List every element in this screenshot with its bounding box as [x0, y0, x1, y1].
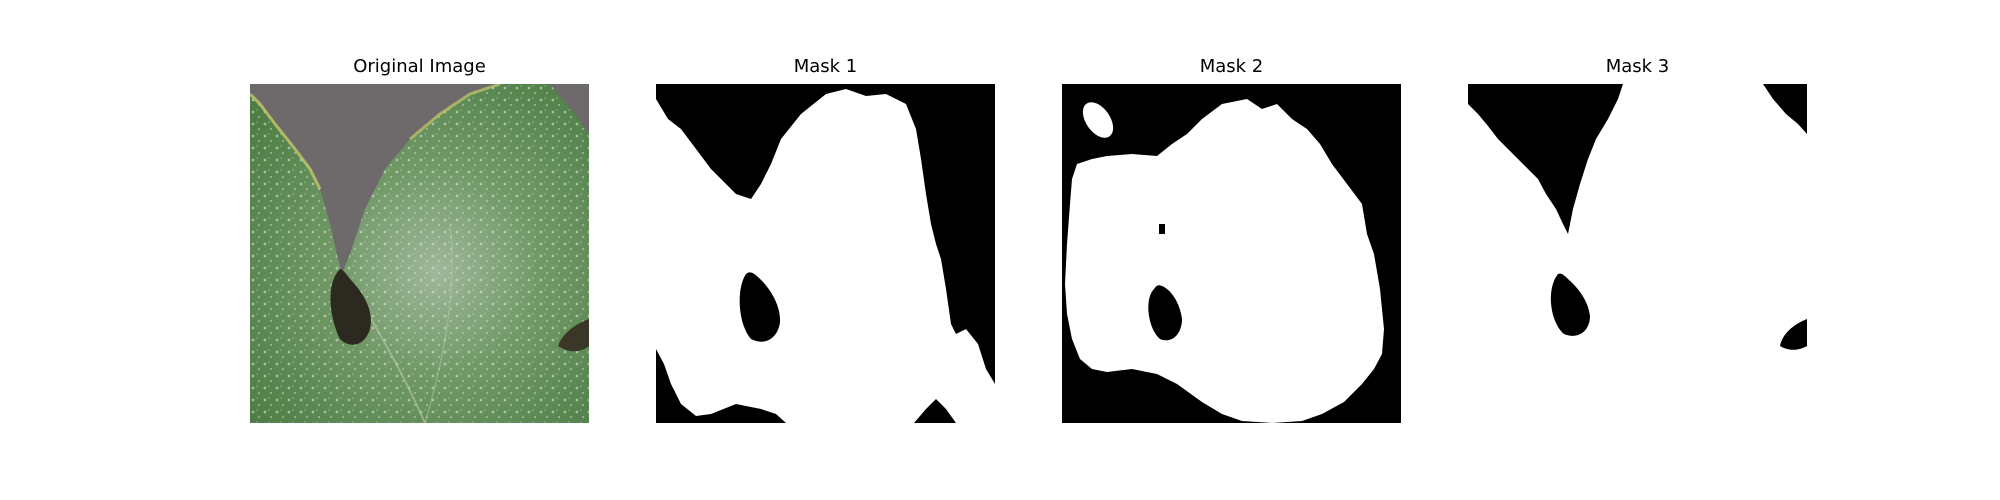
- mask-3-image: [1468, 84, 1807, 423]
- mask-3: [1468, 84, 1807, 423]
- mask-3-background: [1468, 84, 1623, 234]
- mask-1-title: Mask 1: [793, 56, 858, 77]
- mask-1-image: [656, 84, 995, 423]
- leaf-photo: [250, 84, 589, 423]
- mask-2-image: [1062, 84, 1401, 423]
- original-image: [250, 84, 589, 423]
- leaf-hole: [330, 269, 371, 345]
- mask-1-foreground: [656, 89, 995, 423]
- mask-3-title: Mask 3: [1605, 56, 1670, 77]
- mask-2: [1062, 84, 1401, 423]
- mask-2-foreground: [1065, 99, 1384, 423]
- original-image-title: Original Image: [353, 56, 486, 77]
- mask-1: [656, 84, 995, 423]
- mask-2-title: Mask 2: [1199, 56, 1264, 77]
